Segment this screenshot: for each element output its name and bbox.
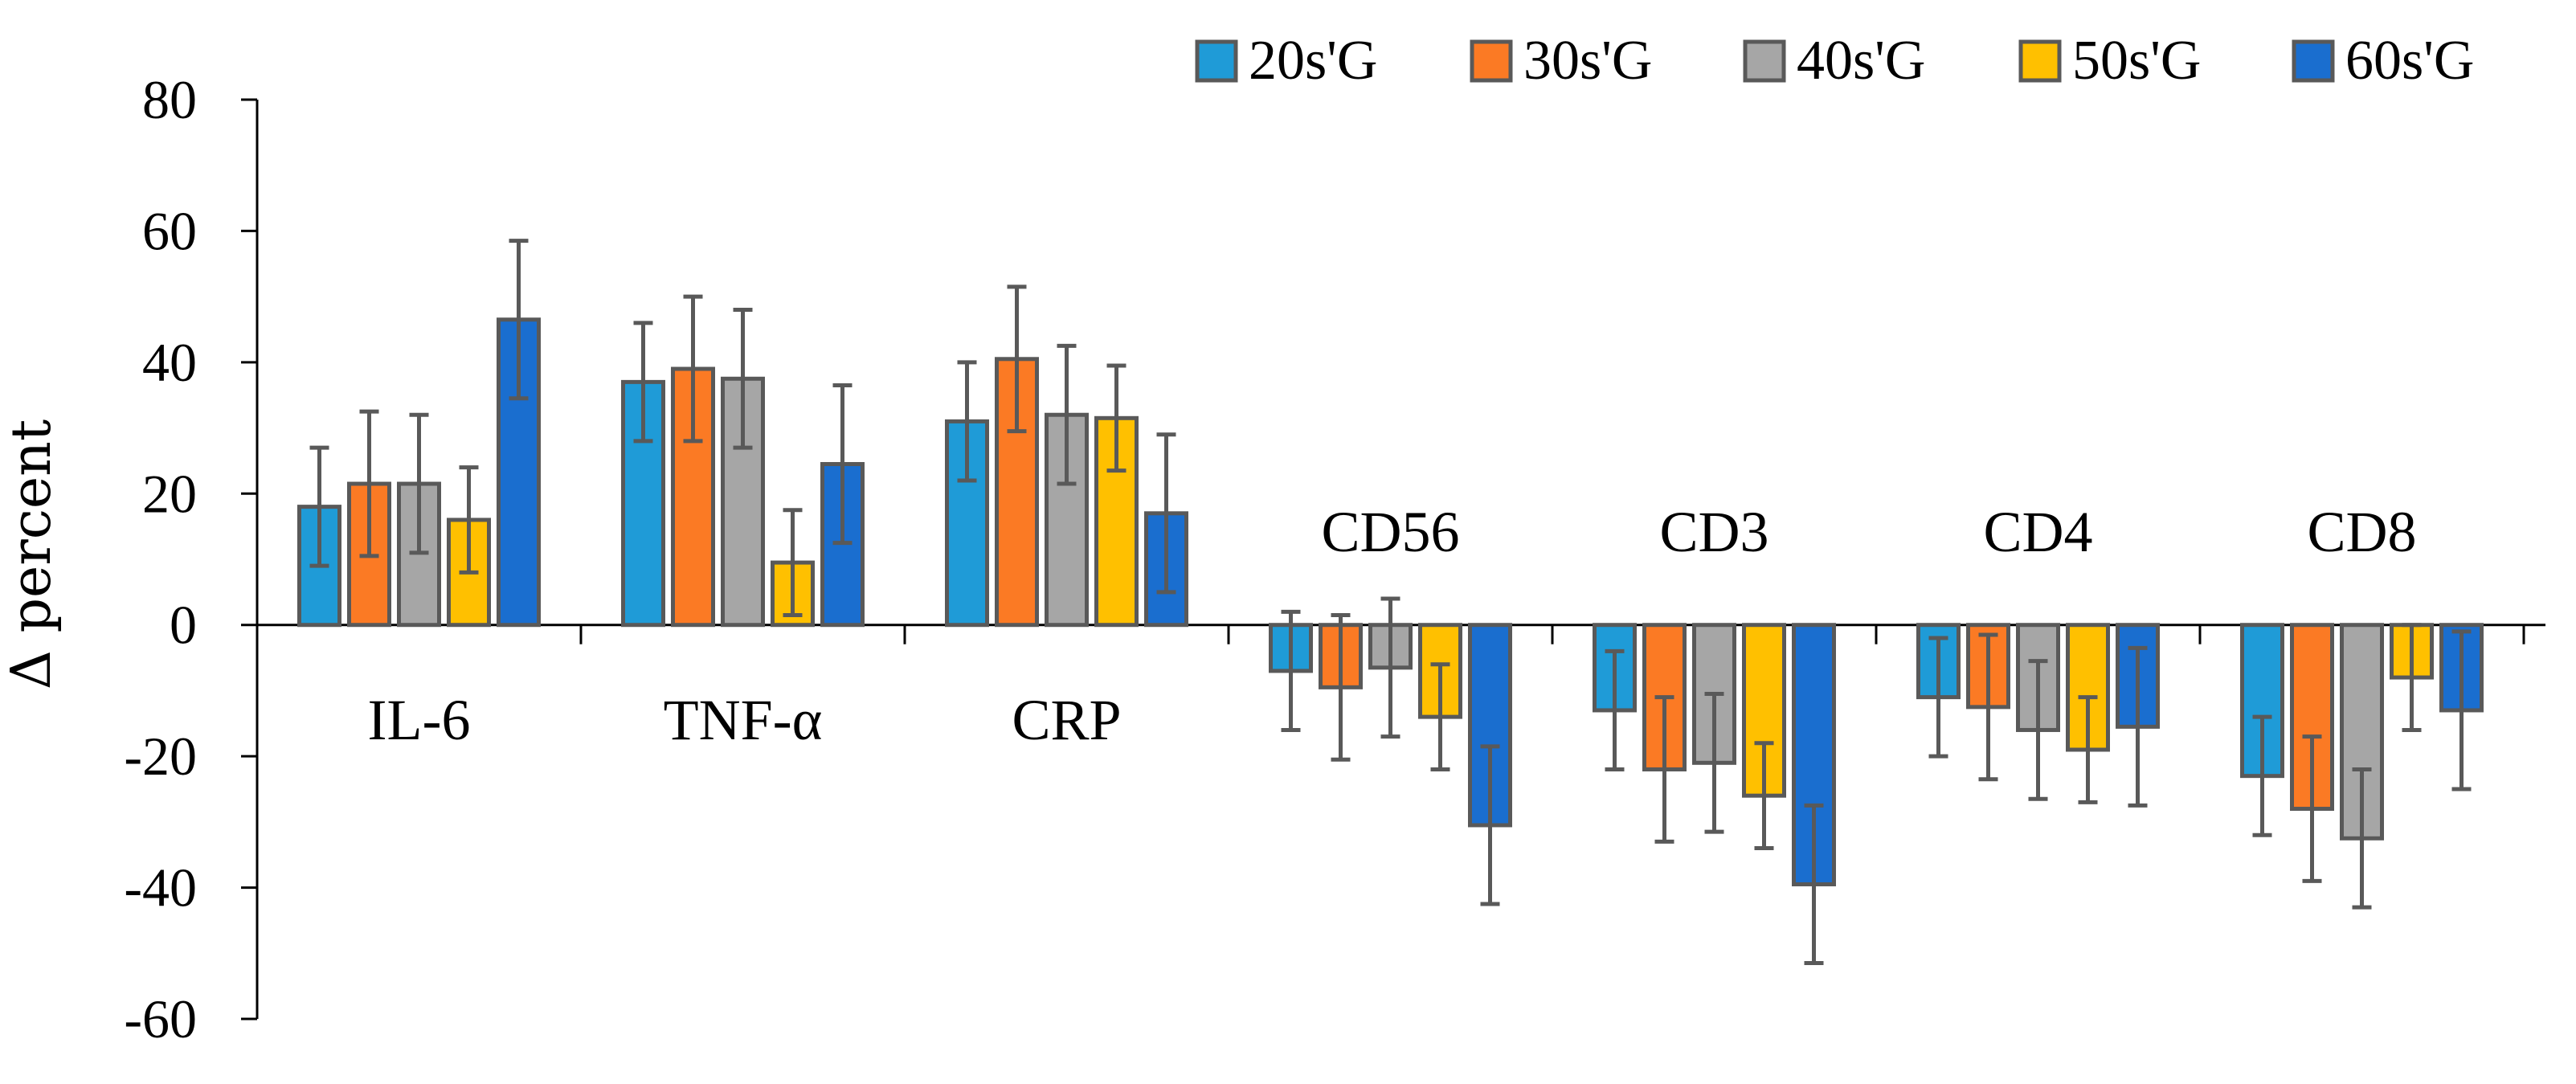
error-bar bbox=[733, 307, 753, 450]
error-bar bbox=[1331, 612, 1351, 762]
error-bar bbox=[309, 445, 329, 568]
y-tick-label: -20 bbox=[124, 726, 197, 787]
error-bar bbox=[2402, 623, 2422, 732]
legend-swatch bbox=[2018, 39, 2062, 83]
legend-item: 30s'G bbox=[1470, 30, 1652, 92]
error-bar bbox=[1007, 284, 1027, 434]
legend-swatch bbox=[1470, 39, 1513, 83]
error-bar bbox=[2252, 714, 2272, 837]
error-bars bbox=[309, 239, 2472, 966]
error-bar bbox=[509, 239, 529, 401]
legend-label: 60s'G bbox=[2345, 30, 2474, 92]
error-bar bbox=[409, 412, 429, 555]
legend-item: 60s'G bbox=[2292, 30, 2474, 92]
error-bar bbox=[1928, 636, 1948, 759]
error-bar bbox=[683, 294, 703, 444]
legend-item: 40s'G bbox=[1743, 30, 1925, 92]
error-bar bbox=[1480, 744, 1500, 906]
error-bar bbox=[2028, 659, 2048, 801]
legend-swatch bbox=[2292, 39, 2335, 83]
category-labels: IL-6 TNF-α CRP CD56 CD3 CD4 CD8 bbox=[368, 500, 2417, 752]
category-label: CD4 bbox=[1983, 500, 2092, 564]
legend: 20s'G 30s'G 40s'G 50s'G 60s'G bbox=[1195, 30, 2474, 92]
legend-swatch bbox=[1195, 39, 1238, 83]
category-label: TNF-α bbox=[664, 688, 823, 752]
error-bar bbox=[2302, 734, 2322, 883]
y-tick-label: 60 bbox=[142, 200, 197, 261]
y-axis-label: Δ percent bbox=[0, 419, 63, 689]
bar-il6-s5 bbox=[497, 317, 541, 628]
legend-label: 50s'G bbox=[2072, 30, 2201, 92]
y-tick-label: -60 bbox=[124, 988, 197, 1049]
category-label: IL-6 bbox=[368, 688, 471, 752]
error-bar bbox=[359, 409, 379, 558]
error-bar bbox=[1605, 648, 1625, 771]
error-bar bbox=[1754, 741, 1774, 851]
error-bar bbox=[1430, 662, 1450, 771]
y-tick-label: 20 bbox=[142, 463, 197, 524]
category-label: CD3 bbox=[1659, 500, 1768, 564]
error-bar bbox=[1106, 363, 1126, 473]
category-label: CRP bbox=[1012, 688, 1121, 752]
category-label: CD8 bbox=[2307, 500, 2416, 564]
error-bar bbox=[1156, 432, 1176, 595]
bar-cd4-s4 bbox=[2066, 623, 2110, 752]
y-tick-label: -40 bbox=[124, 857, 197, 918]
error-bar bbox=[459, 465, 479, 575]
error-bar bbox=[957, 360, 977, 483]
y-tick-label: 40 bbox=[142, 332, 197, 393]
category-label: CD56 bbox=[1321, 500, 1459, 564]
legend-label: 30s'G bbox=[1523, 30, 1652, 92]
error-bar bbox=[1654, 695, 1674, 844]
error-bar bbox=[2078, 695, 2098, 804]
y-tick-label: 80 bbox=[142, 69, 197, 130]
legend-item: 20s'G bbox=[1195, 30, 1377, 92]
axes: 80 60 40 20 0 -20 -40 -60 bbox=[124, 69, 2545, 1049]
error-bar bbox=[2128, 645, 2148, 808]
error-bar bbox=[832, 382, 853, 546]
error-bar bbox=[1804, 803, 1824, 966]
legend-item: 50s'G bbox=[2018, 30, 2201, 92]
error-bar bbox=[1380, 596, 1400, 739]
error-bar bbox=[1704, 692, 1724, 834]
legend-label: 40s'G bbox=[1797, 30, 1925, 92]
legend-label: 20s'G bbox=[1249, 30, 1377, 92]
error-bar bbox=[783, 508, 803, 617]
legend-swatch bbox=[1743, 39, 1786, 83]
error-bar bbox=[2451, 629, 2472, 792]
error-bar bbox=[1978, 632, 1998, 782]
error-bar bbox=[2352, 767, 2372, 910]
error-bar bbox=[1057, 343, 1077, 486]
error-bar bbox=[633, 321, 653, 444]
y-tick-label: 0 bbox=[170, 595, 197, 656]
error-bar bbox=[1281, 609, 1301, 732]
